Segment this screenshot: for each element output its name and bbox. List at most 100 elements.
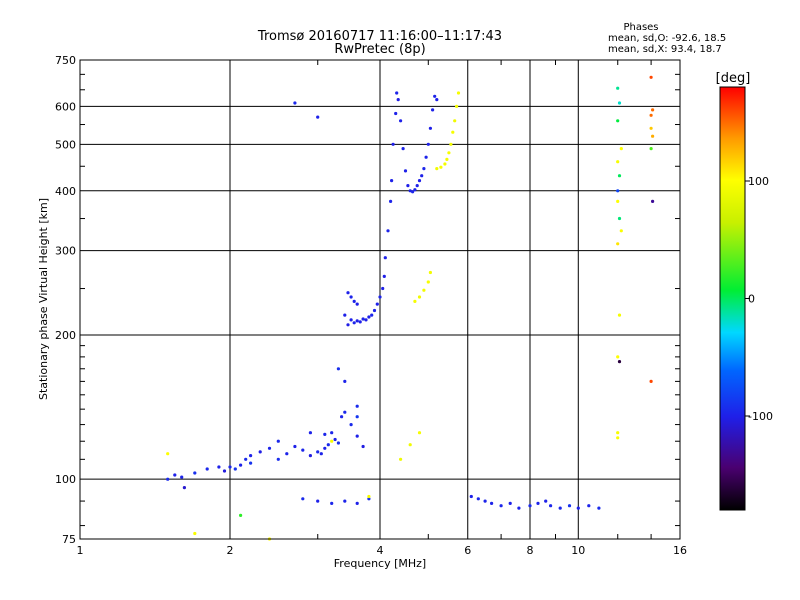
data-point (428, 270, 432, 275)
data-point (499, 504, 503, 508)
data-point (616, 242, 620, 246)
data-point (346, 323, 350, 327)
y-tick-label: 600 (55, 100, 76, 113)
colorbar-label: [deg] (716, 71, 751, 86)
data-point (426, 280, 430, 284)
data-point (617, 313, 622, 317)
colorbar-tick-label: 0 (748, 293, 755, 306)
data-point (549, 504, 553, 508)
x-tick-label: 8 (527, 544, 534, 557)
data-point (352, 321, 356, 325)
data-point (576, 506, 580, 510)
data-point (517, 506, 521, 510)
data-points (166, 75, 655, 541)
data-point (401, 147, 405, 151)
data-point (544, 499, 548, 503)
data-point (166, 477, 170, 481)
data-point (408, 189, 412, 193)
data-point (193, 531, 197, 536)
data-point (249, 461, 253, 465)
y-tick-label: 750 (55, 54, 76, 67)
data-point (244, 457, 248, 461)
data-point (343, 410, 347, 414)
data-point (420, 174, 424, 178)
data-point (651, 134, 655, 138)
phase-stats-heading: Phases (623, 22, 658, 33)
data-point (340, 415, 344, 419)
data-point (367, 494, 371, 499)
plot-frame (79, 59, 681, 540)
data-point (528, 504, 532, 508)
data-point (408, 443, 412, 447)
chart-title: Tromsø 20160717 11:16:00–11:17:43 (257, 29, 502, 44)
data-point (435, 167, 439, 171)
data-point (443, 162, 447, 166)
phase-stats-x-mode: mean, sd,X: 93.4, 18.7 (608, 44, 722, 55)
data-point (233, 467, 237, 471)
data-point (228, 465, 232, 469)
chart-titles: Tromsø 20160717 11:16:00–11:17:43 RwPret… (257, 29, 502, 57)
data-point (386, 229, 390, 233)
data-point (355, 434, 359, 438)
x-tick-label: 4 (377, 544, 384, 557)
data-point (649, 75, 653, 79)
data-point (336, 367, 340, 371)
x-tick-label: 6 (464, 544, 471, 557)
data-point (173, 473, 177, 477)
data-point (415, 184, 419, 188)
series-1 (301, 494, 601, 510)
data-point (455, 104, 459, 108)
data-point (490, 501, 494, 505)
x-tick-label: 10 (571, 544, 585, 557)
data-point (390, 179, 394, 183)
data-point (330, 501, 334, 505)
data-point (616, 436, 620, 440)
data-point (258, 450, 262, 454)
data-point (417, 179, 422, 183)
data-point (439, 165, 443, 169)
data-point (330, 439, 334, 443)
data-point (382, 274, 386, 278)
data-point (616, 431, 620, 435)
data-point (447, 151, 451, 155)
data-point (372, 308, 377, 313)
data-point (417, 431, 422, 435)
data-point (355, 302, 359, 306)
data-point (349, 318, 353, 322)
data-point (616, 119, 620, 123)
data-point (616, 199, 620, 203)
data-point (349, 423, 353, 427)
data-point (308, 431, 312, 435)
data-point (319, 452, 323, 456)
data-point (346, 291, 350, 295)
data-point (619, 147, 623, 151)
data-point (508, 501, 512, 505)
data-point (431, 108, 435, 112)
grid-lines (80, 60, 680, 539)
data-point (619, 229, 623, 233)
data-point (403, 169, 408, 173)
x-tick-label: 2 (227, 544, 234, 557)
data-point (617, 216, 622, 221)
data-point (424, 155, 428, 159)
data-point (399, 119, 403, 123)
data-point (166, 452, 170, 456)
chart-subtitle: RwPretec (8p) (334, 42, 425, 57)
series-2 (293, 91, 439, 327)
data-point (293, 444, 297, 449)
data-point (616, 160, 620, 164)
data-point (395, 91, 399, 95)
data-point (536, 501, 540, 505)
data-point (649, 147, 653, 151)
data-point (343, 379, 347, 383)
x-tick-label: 1 (77, 544, 84, 557)
x-tick-label: 16 (673, 544, 687, 557)
data-point (352, 299, 356, 303)
data-point (417, 295, 422, 299)
colorbar-tick-label: 100 (748, 175, 769, 188)
series-0 (166, 367, 365, 490)
data-point (355, 415, 359, 419)
phase-stats-o-mode: mean, sd,O: -92.6, 18.5 (608, 33, 726, 44)
data-point (383, 256, 387, 260)
data-point (651, 199, 655, 203)
